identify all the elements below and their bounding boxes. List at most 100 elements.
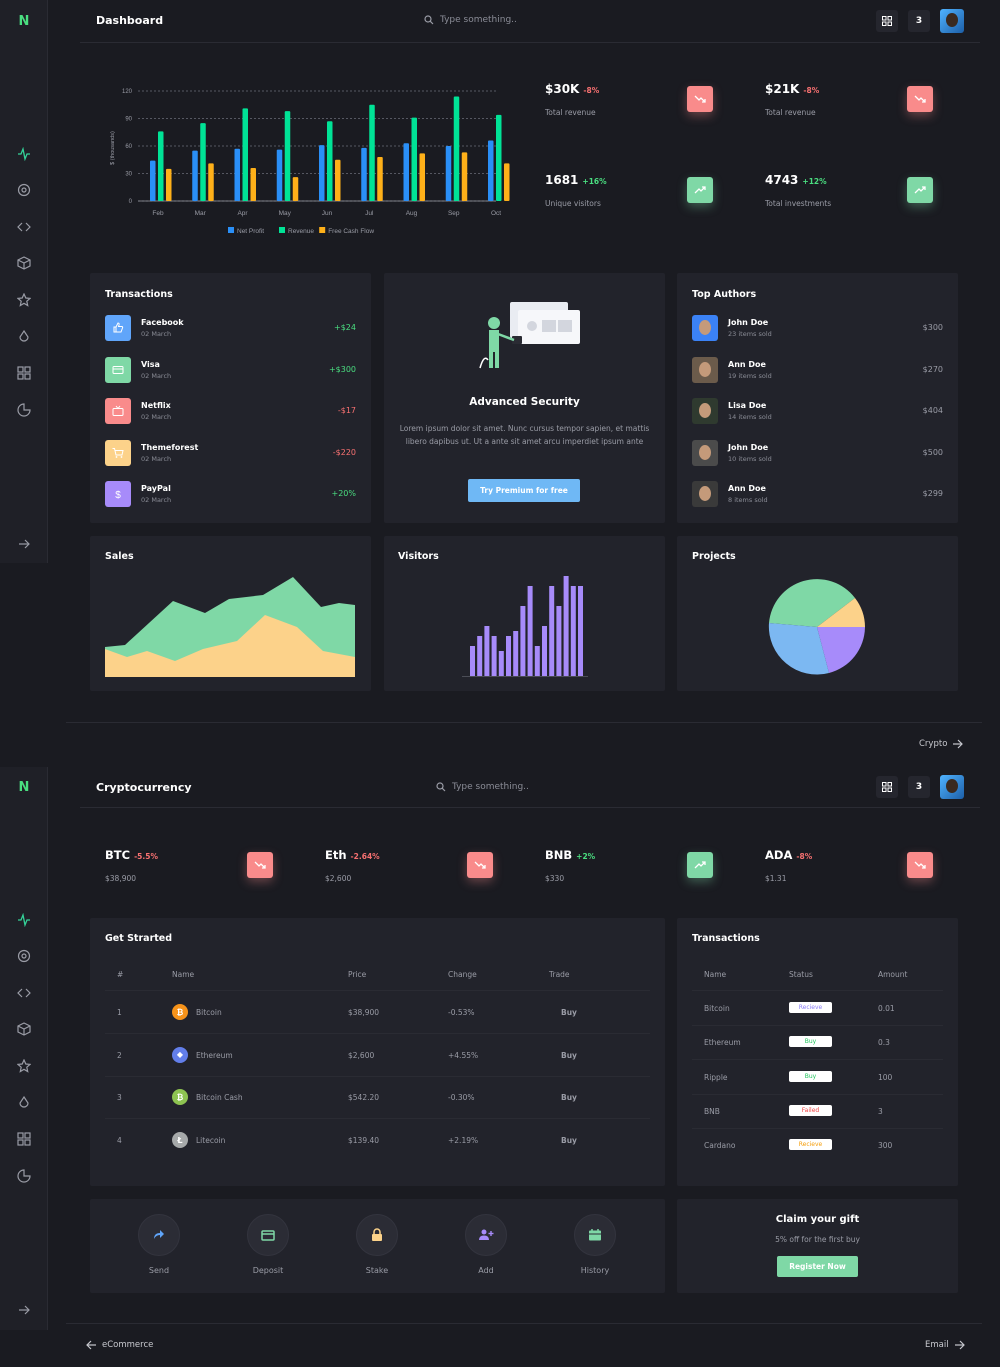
bar — [242, 108, 248, 201]
bar — [335, 159, 341, 201]
status-badge: Recieve — [789, 1002, 832, 1013]
stat-change: +12% — [802, 177, 827, 186]
legend-swatch — [228, 227, 234, 233]
pie-chart-icon[interactable] — [17, 1169, 31, 1183]
trend-up-icon — [694, 861, 706, 869]
table-divider — [692, 1025, 943, 1026]
notification-button[interactable]: 3 — [908, 776, 930, 798]
coin-name: ADA — [765, 848, 793, 862]
coin-icon: ₿ — [172, 1089, 188, 1106]
register-now-button[interactable]: Register Now — [777, 1256, 858, 1277]
divider — [66, 722, 982, 723]
crypto-transactions-title: Transactions — [692, 933, 760, 944]
try-premium-button[interactable]: Try Premium for free — [468, 479, 580, 502]
bar — [445, 146, 452, 201]
buy-button[interactable]: Buy — [561, 1050, 577, 1060]
buy-button[interactable]: Buy — [561, 1136, 577, 1146]
arrow-right-icon[interactable] — [17, 1303, 31, 1317]
email-link-label: Email — [925, 1340, 949, 1350]
search-input[interactable]: Type something.. — [424, 15, 517, 25]
coin-name: BNB — [545, 848, 573, 862]
transaction-icon — [105, 356, 131, 383]
email-link[interactable]: Email — [925, 1340, 965, 1350]
coin-symbol: BTC -5.5% — [105, 848, 158, 862]
transaction-amount: 3 — [878, 1106, 883, 1116]
transaction-date: 02 March — [141, 454, 172, 463]
action-label: Stake — [365, 1266, 389, 1275]
add-button[interactable] — [465, 1214, 507, 1256]
stake-button[interactable] — [356, 1214, 398, 1256]
code-icon[interactable] — [17, 220, 31, 234]
avatar[interactable] — [940, 9, 964, 33]
history-button[interactable] — [574, 1214, 616, 1256]
aperture-icon[interactable] — [17, 949, 31, 963]
apps-button[interactable] — [876, 10, 898, 32]
star-icon[interactable] — [17, 1059, 31, 1073]
visitors-title: Visitors — [398, 551, 439, 562]
sidebar — [0, 0, 48, 563]
x-tick-label: May — [279, 210, 292, 217]
visitor-bar — [520, 606, 526, 676]
star-icon[interactable] — [17, 293, 31, 307]
trend-badge — [467, 852, 493, 878]
buy-button[interactable]: Buy — [561, 1008, 577, 1017]
divider — [80, 42, 980, 43]
bar — [192, 150, 198, 201]
stat-label: Unique visitors — [545, 199, 601, 208]
activity-icon[interactable] — [17, 913, 31, 927]
arrow-right-icon — [954, 1340, 965, 1350]
coin-price: $2,600 — [348, 1050, 375, 1060]
dollar-icon: $ — [115, 490, 121, 501]
box-icon[interactable] — [17, 1022, 31, 1036]
top-authors-title: Top Authors — [692, 289, 757, 300]
droplet-icon[interactable] — [17, 1096, 31, 1110]
table-header: Name — [172, 970, 195, 979]
apps-button[interactable] — [876, 776, 898, 798]
coin-price: $38,900 — [105, 874, 137, 883]
gift-subtitle: 5% off for the first buy — [775, 1235, 860, 1244]
activity-icon[interactable] — [17, 147, 31, 161]
bar-chart: 0 30 60 90 120 $ (thousands) Feb Mar Apr May Jun Ju… — [110, 89, 510, 235]
coin-change: +2% — [576, 852, 596, 861]
card-icon — [261, 1230, 275, 1241]
crypto-link-label: Crypto — [919, 739, 948, 749]
tv-icon — [112, 405, 124, 416]
stat-value: $30K -8% — [545, 82, 599, 96]
notification-button[interactable]: 3 — [908, 10, 930, 32]
transaction-date: 02 March — [141, 330, 172, 338]
credit-card-icon — [112, 365, 124, 374]
arrow-left-icon — [86, 1340, 96, 1350]
transaction-amount: -$17 — [337, 406, 356, 415]
coin-change: -0.30% — [448, 1093, 475, 1103]
stat-label: Total investments — [765, 199, 832, 208]
author-avatar — [692, 356, 718, 383]
sales-area-series-2 — [105, 615, 355, 677]
grid-icon[interactable] — [17, 366, 31, 380]
code-icon[interactable] — [17, 986, 31, 1000]
box-icon[interactable] — [17, 256, 31, 270]
transaction-amount: +$300 — [328, 364, 356, 374]
deposit-button[interactable] — [247, 1214, 289, 1256]
search-placeholder: Type something.. — [440, 15, 517, 25]
pie-slice-green — [769, 579, 855, 627]
logo[interactable]: N — [18, 14, 30, 29]
droplet-icon[interactable] — [17, 330, 31, 344]
pie-chart-icon[interactable] — [17, 403, 31, 417]
aperture-icon[interactable] — [17, 183, 31, 197]
trend-down-icon — [914, 95, 926, 103]
ecommerce-link[interactable]: eCommerce — [86, 1340, 153, 1350]
send-button[interactable] — [138, 1214, 180, 1256]
search-input[interactable]: Type something.. — [436, 782, 529, 792]
trend-down-icon — [694, 95, 706, 103]
avatar[interactable] — [940, 775, 964, 799]
coin-change: -0.53% — [448, 1008, 475, 1017]
logo[interactable]: N — [18, 780, 30, 795]
divider — [80, 807, 980, 808]
arrow-right-icon[interactable] — [17, 537, 31, 551]
crypto-link[interactable]: Crypto — [919, 739, 964, 749]
buy-button[interactable]: Buy — [561, 1093, 577, 1103]
transaction-amount: 0.3 — [878, 1038, 890, 1048]
y-tick-label: 120 — [122, 89, 133, 95]
grid-icon[interactable] — [17, 1132, 31, 1146]
stat-change: -8% — [803, 86, 820, 95]
